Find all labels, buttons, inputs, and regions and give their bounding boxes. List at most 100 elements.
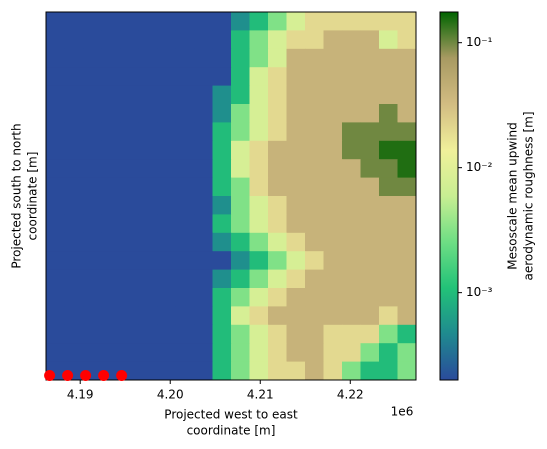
heatmap-cell (305, 177, 324, 197)
heatmap-cell (323, 67, 343, 86)
heatmap-cell (120, 177, 139, 197)
heatmap-cell (101, 306, 121, 326)
heatmap-cell (379, 288, 398, 307)
heatmap-cell (249, 104, 269, 123)
heatmap-cell (342, 343, 361, 362)
heatmap-cell (83, 324, 102, 344)
heatmap-cell (397, 288, 417, 307)
heatmap-cell (268, 48, 287, 68)
heatmap-cell (46, 67, 65, 86)
heatmap-cell (212, 159, 232, 178)
heatmap-cell (157, 214, 176, 234)
heatmap-cell (231, 177, 250, 197)
heatmap-cell (212, 288, 232, 307)
heatmap-cell (138, 177, 158, 197)
heatmap-cell (46, 12, 65, 31)
heatmap-cell (138, 214, 158, 234)
heatmap-cell (157, 306, 176, 326)
heatmap-cell (64, 104, 84, 123)
heatmap-cell (120, 85, 139, 105)
heatmap-cell (175, 232, 195, 252)
heatmap-cell (286, 306, 306, 326)
heatmap-cell (175, 122, 195, 142)
heatmap-cell (397, 251, 417, 270)
heatmap-cell (231, 48, 250, 68)
heatmap-cell (379, 104, 398, 123)
heatmap-cell (46, 288, 65, 307)
heatmap-cell (64, 30, 84, 50)
heatmap-cell (46, 232, 65, 252)
heatmap-cell (157, 140, 176, 160)
heatmap-cell (138, 67, 158, 86)
heatmap-cell (157, 232, 176, 252)
heatmap-cell (268, 196, 287, 215)
heatmap-cell (194, 177, 213, 197)
heatmap-cell (120, 324, 139, 344)
heatmap-cell (46, 104, 65, 123)
heatmap-cell (397, 177, 417, 197)
heatmap-cell (397, 159, 417, 178)
plot-frame (45, 11, 417, 381)
heatmap-cell (212, 85, 232, 105)
heatmap-cell (212, 140, 232, 160)
heatmap-cell (249, 269, 269, 289)
heatmap-cell (231, 288, 250, 307)
heatmap-cell (120, 159, 139, 178)
heatmap-cell (268, 140, 287, 160)
heatmap-cell (120, 251, 139, 270)
heatmap-cell (157, 324, 176, 344)
heatmap-cell (212, 104, 232, 123)
heatmap-cell (157, 251, 176, 270)
heatmap-cell (175, 177, 195, 197)
heatmap-cell (101, 159, 121, 178)
heatmap-cell (286, 12, 306, 31)
x-tick-label: 4.21 (247, 388, 274, 402)
heatmap-cell (231, 214, 250, 234)
heatmap-cell (157, 288, 176, 307)
heatmap-cell (360, 85, 380, 105)
heatmap-cell (46, 140, 65, 160)
heatmap-cell (397, 30, 417, 50)
heatmap-cell (231, 30, 250, 50)
heatmap-cell (342, 48, 361, 68)
heatmap-cell (305, 232, 324, 252)
heatmap-cell (268, 85, 287, 105)
heatmap-cell (268, 288, 287, 307)
heatmap-cell (194, 196, 213, 215)
heatmap-cell (268, 232, 287, 252)
heatmap-cell (194, 288, 213, 307)
heatmap-cell (397, 122, 417, 142)
heatmap-cell (101, 324, 121, 344)
heatmap-cell (157, 67, 176, 86)
heatmap-cell (360, 361, 380, 381)
heatmap-cell (249, 288, 269, 307)
heatmap-cell (231, 85, 250, 105)
heatmap-cell (323, 251, 343, 270)
heatmap-cell (194, 48, 213, 68)
heatmap-cell (249, 214, 269, 234)
heatmap-cell (305, 361, 324, 381)
heatmap-cell (249, 122, 269, 142)
heatmap-cell (342, 140, 361, 160)
heatmap-cell (360, 177, 380, 197)
heatmap-cell (64, 140, 84, 160)
heatmap-cell (342, 251, 361, 270)
heatmap-cell (101, 177, 121, 197)
heatmap-cell (342, 30, 361, 50)
heatmap-cell (379, 67, 398, 86)
heatmap-cell (286, 48, 306, 68)
heatmap-cell (268, 269, 287, 289)
heatmap-cell (360, 288, 380, 307)
heatmap-cell (138, 30, 158, 50)
heatmap-cell (249, 177, 269, 197)
heatmap-cell (323, 104, 343, 123)
heatmap-cell (286, 140, 306, 160)
heatmap-cell (379, 306, 398, 326)
heatmap-cell (397, 324, 417, 344)
heatmap-cell (286, 343, 306, 362)
heatmap-cell (286, 67, 306, 86)
heatmap-cell (83, 214, 102, 234)
heatmap-cell (379, 12, 398, 31)
colorbar-label: Mesoscale mean upwind (506, 122, 520, 270)
